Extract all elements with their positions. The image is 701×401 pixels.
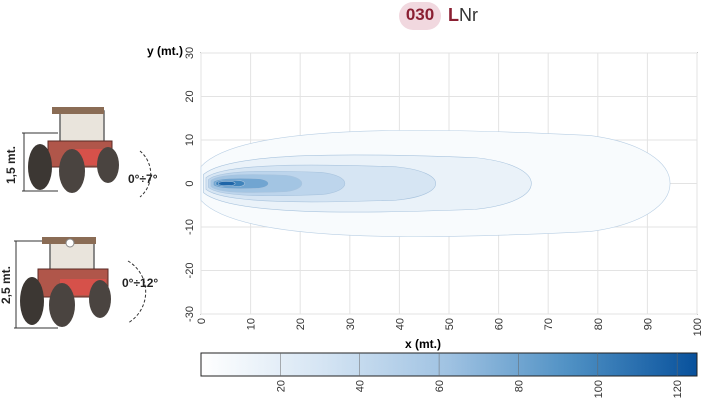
y-tick-labels: -30 -20 -10 0 10 20 30 — [184, 47, 196, 322]
colorbar-tick-label: 40 — [355, 380, 367, 392]
tractor-height-label: 2,5 mt. — [0, 266, 13, 304]
tractor-wheel-rear — [20, 277, 44, 325]
y-tick-label: -30 — [184, 306, 196, 322]
x-tick-label: 20 — [295, 318, 307, 330]
tractor-wheel-rear — [28, 144, 52, 190]
x-tick-label: 0 — [196, 318, 208, 324]
tractor-roof — [52, 107, 104, 114]
x-tick-label: 50 — [444, 318, 456, 330]
product-suffix-first: L — [448, 5, 459, 25]
colorbar-tick-label: 60 — [434, 380, 446, 392]
y-tick-label: 20 — [184, 90, 196, 102]
colorbar-tick-label: 80 — [513, 380, 525, 392]
colorbar-tick-label: 100 — [593, 380, 605, 398]
beacon-icon — [65, 238, 75, 248]
contour-level-115 — [218, 181, 236, 186]
tractor-height-label: 1,5 mt. — [4, 146, 18, 184]
x-tick-label: 80 — [593, 318, 605, 330]
product-suffix-rest: Nr — [459, 5, 478, 25]
colorbar-tick-labels: 20 40 60 80 100 120 — [275, 353, 684, 398]
tractor-angle-label: 0°÷12° — [122, 276, 158, 290]
x-tick-label: 30 — [345, 318, 357, 330]
angle-arc — [139, 150, 152, 198]
x-tick-label: 90 — [642, 318, 654, 330]
x-tick-label: 70 — [543, 318, 555, 330]
contour-fill — [200, 130, 671, 237]
x-tick-labels: 0 10 20 30 40 50 60 70 80 90 100 — [196, 318, 701, 336]
x-axis-label: x (mt.) — [405, 337, 441, 351]
x-tick-label: 10 — [246, 318, 258, 330]
colorbar-tick-label: 120 — [672, 380, 684, 398]
code-badge — [399, 2, 441, 30]
y-axis-label: y (mt.) — [147, 44, 183, 58]
y-tick-label: 0 — [184, 180, 196, 186]
tractor-illustration-1: 0°÷7° 1,5 mt. — [4, 107, 158, 198]
tractor-wheel-left — [49, 283, 75, 327]
product-code: 030 — [405, 5, 435, 24]
y-tick-label: -10 — [184, 219, 196, 235]
x-tick-label: 100 — [692, 318, 701, 336]
x-tick-label: 60 — [494, 318, 506, 330]
y-tick-label: -20 — [184, 263, 196, 279]
tractor-wheel-right — [97, 147, 119, 183]
x-tick-label: 40 — [394, 318, 406, 330]
angle-arc — [127, 260, 147, 324]
tractor-angle-label: 0°÷7° — [128, 172, 158, 186]
colorbar — [200, 352, 698, 377]
product-suffix: LNr — [448, 5, 478, 26]
y-tick-label: 10 — [184, 134, 196, 146]
tractor-wheel-left — [59, 149, 85, 193]
y-tick-label: 30 — [184, 47, 196, 59]
tractor-illustration-2: 0°÷12° 2,5 mt. — [0, 237, 158, 329]
tractor-wheel-right — [89, 280, 111, 318]
colorbar-tick-label: 20 — [275, 380, 287, 392]
